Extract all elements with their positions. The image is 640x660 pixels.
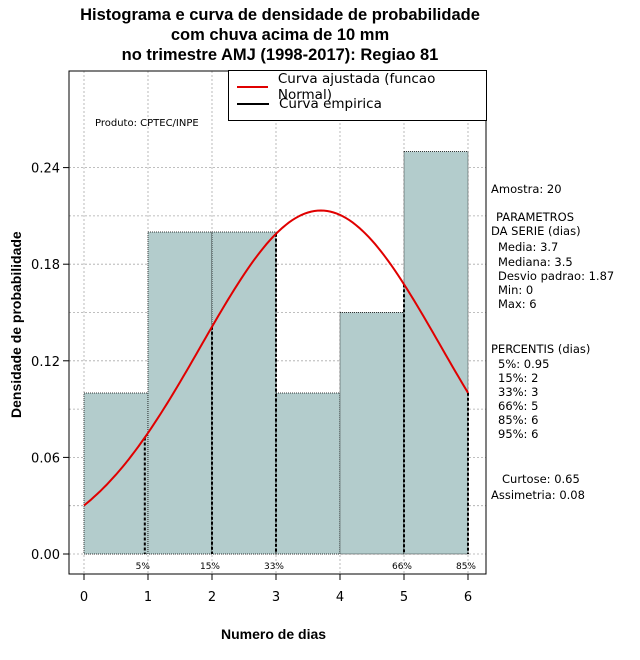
y-tick-label-2: 0.12 [31, 355, 60, 370]
legend-item-empirical: Curva empirica [237, 96, 382, 112]
stat-p15: 15%: 2 [498, 371, 539, 385]
stat-sample: Amostra: 20 [491, 182, 562, 196]
legend: Curva ajustada (funcao Normal) Curva emp… [228, 70, 487, 121]
x-tick-label-5: 5 [400, 590, 408, 605]
stat-percentiles-header: PERCENTIS (dias) [491, 342, 591, 356]
histogram-bar-5 [403, 151, 469, 555]
x-tick-label-1: 1 [144, 590, 152, 605]
legend-label-fitted: Curva ajustada (funcao Normal) [277, 71, 436, 103]
stat-p85: 85%: 6 [498, 413, 539, 427]
percentile-label-0: 5% [136, 562, 151, 572]
stat-params-header-1: PARAMETROS [496, 210, 575, 224]
axes: 0 1 2 3 4 5 6 0.00 0.06 0.12 0.18 0.24 [31, 162, 472, 605]
fitted-curve [83, 209, 469, 507]
percentile-label-1: 15% [200, 562, 220, 572]
x-tick-label-2: 2 [208, 590, 216, 605]
chart-title-line-3: no trimestre AMJ (1998-2017): Regiao 81 [121, 46, 439, 64]
producer-credit: Produto: CPTEC/INPE [95, 118, 199, 129]
legend-item-fitted: Curva ajustada (funcao Normal) [237, 71, 486, 103]
histogram-bar-3 [275, 392, 341, 555]
histogram-bar-1 [147, 231, 213, 555]
legend-swatch-empirical [237, 103, 269, 105]
x-tick-label-4: 4 [336, 590, 344, 605]
y-tick-label-1: 0.06 [31, 451, 60, 466]
stat-p66: 66%: 5 [498, 399, 539, 413]
percentile-label-4: 85% [456, 562, 476, 572]
histogram-bar-4 [339, 312, 405, 555]
y-tick-label-4: 0.24 [31, 162, 60, 177]
stat-max: Max: 6 [498, 297, 537, 311]
percentile-label-3: 66% [392, 562, 412, 572]
stat-p33: 33%: 3 [498, 385, 539, 399]
legend-label-empirical: Curva empirica [279, 96, 382, 112]
percentile-label-2: 33% [264, 562, 284, 572]
stat-skewness: Assimetria: 0.08 [491, 488, 585, 502]
histogram-bar-2 [211, 231, 277, 555]
x-axis-title: Numero de dias [221, 626, 327, 642]
stat-median: Mediana: 3.5 [498, 255, 573, 269]
stat-p95: 95%: 6 [498, 427, 539, 441]
stat-min: Min: 0 [498, 283, 534, 297]
y-tick-label-3: 0.18 [31, 258, 60, 273]
stat-params-header-2: DA SERIE (dias) [491, 224, 581, 238]
y-tick-label-0: 0.00 [31, 548, 60, 563]
legend-swatch-fitted [237, 86, 268, 88]
stat-mean: Media: 3.7 [498, 240, 559, 254]
stat-kurtosis: Curtose: 0.65 [502, 472, 580, 486]
x-tick-label-0: 0 [80, 590, 88, 605]
fitted-normal-curve [83, 209, 469, 507]
chart-title-line-1: Histograma e curva de densidade de proba… [80, 6, 480, 24]
y-axis-title: Densidade de probabilidade [8, 231, 24, 418]
x-tick-label-3: 3 [272, 590, 280, 605]
stat-p5: 5%: 0.95 [498, 357, 550, 371]
percentile-markers: 5% 15% 33% 66% 85% [136, 233, 476, 572]
stat-sd: Desvio padrao: 1.87 [498, 269, 615, 283]
chart-title-line-2: com chuva acima de 10 mm [170, 26, 390, 44]
x-tick-label-6: 6 [464, 590, 472, 605]
